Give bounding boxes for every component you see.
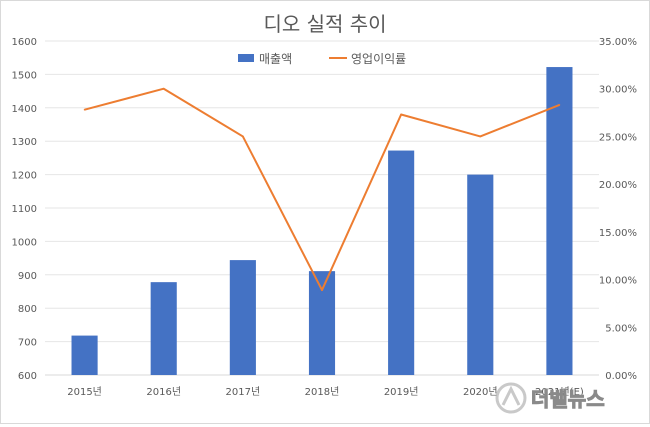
x-tick-label: 2020년 [463, 386, 498, 398]
bar-series [71, 67, 573, 375]
bar [150, 282, 177, 375]
bar [229, 260, 256, 375]
y-right-tick-label: 25.00% [599, 132, 637, 143]
x-tick-label: 2017년 [226, 386, 261, 398]
x-tick-label: 2015년 [67, 386, 102, 398]
y-right-tick-label: 15.00% [599, 228, 637, 239]
x-tick-label: 2016년 [146, 386, 181, 398]
watermark-text: 더벨뉴스 [531, 387, 605, 411]
watermark-logo: 더벨뉴스 [493, 379, 643, 417]
y-right-tick-label: 10.00% [599, 276, 637, 287]
y-left-tick-label: 1400 [12, 104, 37, 115]
x-tick-label: 2021년(E) [535, 386, 584, 398]
bar [308, 271, 336, 375]
y-left-tick-label: 900 [18, 271, 37, 282]
legend-swatch-bar [238, 54, 254, 62]
line-series [83, 87, 561, 292]
y-right-tick-label: 20.00% [599, 180, 637, 191]
legend: 매출액 영업이익률 [238, 52, 406, 66]
y-left-tick-label: 1100 [12, 204, 37, 215]
bar [71, 335, 98, 375]
line-point [558, 104, 561, 106]
line-point [400, 113, 402, 116]
y-left-tick-label: 1500 [12, 70, 37, 81]
y-axis-right: 0.00% 5.00% 10.00% 15.00% 20.00% 25.00% 30.00%… [599, 37, 637, 382]
line-point [321, 289, 323, 291]
gridlines [45, 40, 599, 343]
y-left-tick-label: 1000 [12, 237, 37, 248]
bar [546, 67, 573, 375]
bar [467, 174, 494, 375]
bar [388, 150, 415, 375]
legend-label-bar: 매출액 [259, 52, 292, 66]
line-point [242, 135, 244, 138]
x-tick-label: 2018년 [305, 386, 340, 398]
x-tick-label: 2019년 [384, 386, 419, 398]
y-right-tick-label: 30.00% [599, 85, 637, 96]
y-left-tick-label: 1600 [12, 37, 37, 48]
y-axis-left: 600 700 800 900 1000 1100 1200 1300 1400 1500 1600 [12, 37, 37, 382]
y-left-tick-label: 600 [18, 371, 37, 382]
line-point [162, 87, 165, 90]
y-left-tick-label: 800 [18, 304, 37, 315]
y-left-tick-label: 1300 [12, 137, 37, 148]
line-point [83, 108, 86, 111]
watermark-emblem-icon [495, 382, 527, 414]
y-right-tick-label: 35.00% [599, 37, 637, 48]
legend-label-line: 영업이익률 [351, 52, 406, 66]
y-left-tick-label: 700 [18, 338, 37, 349]
y-right-tick-label: 0.00% [605, 371, 637, 382]
line-point [479, 135, 482, 138]
y-right-tick-label: 5.00% [605, 323, 637, 334]
y-left-tick-label: 1200 [12, 171, 37, 182]
chart-title: 디오 실적 추이 [263, 12, 386, 36]
x-axis-labels: 2015년 2016년 2017년 2018년 2019년 2020년 2021년(E) [67, 386, 584, 398]
